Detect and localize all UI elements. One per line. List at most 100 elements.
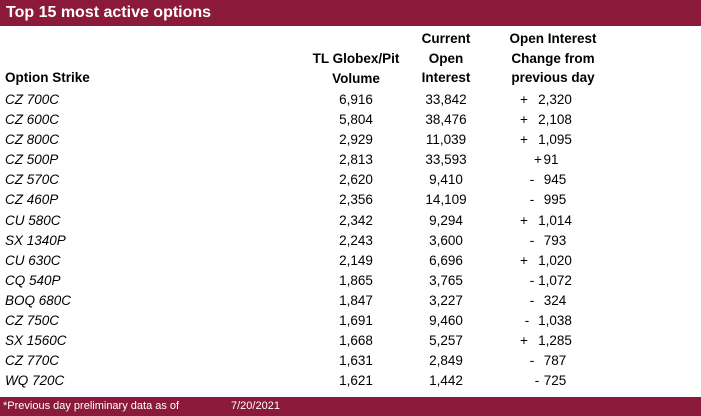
open-interest-cell: 3,227 — [429, 292, 463, 308]
header-volume-line-2: Volume — [332, 70, 380, 86]
table-row: WQ 720C 1,621 1,442 - 725 — [0, 371, 701, 391]
footer-note: *Previous day preliminary data as of — [3, 400, 180, 412]
option-strike-cell: SX 1340P — [5, 232, 66, 248]
change-sign: - — [529, 192, 535, 208]
table-title: Top 15 most active options — [0, 0, 701, 26]
header-oi-line-2: Open — [428, 50, 464, 66]
volume-cell: 1,865 — [339, 272, 373, 288]
volume-cell: 2,149 — [339, 252, 373, 268]
volume-cell: 2,813 — [339, 152, 373, 168]
change-cell: 793 — [543, 232, 567, 248]
change-cell: 2,108 — [538, 112, 572, 128]
change-sign: - — [534, 373, 540, 389]
change-sign: + — [520, 112, 528, 128]
table-row: CU 580C 2,342 9,294 + 1,014 — [0, 211, 701, 231]
change-sign: - — [529, 353, 535, 369]
table-row: BOQ 680C 1,847 3,227 - 324 — [0, 291, 701, 311]
option-strike-cell: WQ 720C — [5, 373, 65, 389]
option-strike-cell: CZ 800C — [5, 132, 60, 148]
change-sign: + — [520, 252, 528, 268]
volume-cell: 1,691 — [339, 313, 373, 329]
change-cell: 1,014 — [538, 212, 572, 228]
open-interest-cell: 9,410 — [429, 172, 463, 188]
open-interest-cell: 33,842 — [425, 92, 467, 107]
options-table-body: CZ 700C 6,916 33,842 + 2,320 CZ 600C 5,8… — [0, 90, 701, 391]
volume-cell: 1,631 — [339, 353, 373, 369]
option-strike-cell: BOQ 680C — [5, 292, 72, 308]
volume-cell: 1,621 — [339, 373, 373, 389]
change-sign: + — [534, 152, 542, 168]
open-interest-cell: 11,039 — [425, 132, 467, 148]
table-row: CU 630C 2,149 6,696 + 1,020 — [0, 251, 701, 271]
open-interest-cell: 14,109 — [425, 192, 467, 208]
open-interest-cell: 1,442 — [429, 373, 463, 389]
change-cell: 1,072 — [538, 272, 572, 288]
change-cell: 91 — [543, 152, 559, 168]
volume-cell: 6,916 — [339, 92, 373, 107]
change-cell: 995 — [543, 192, 567, 208]
option-strike-cell: CZ 750C — [5, 313, 60, 329]
header-option-strike: Option Strike — [5, 68, 90, 88]
footer-date: 7/20/2021 — [231, 400, 280, 412]
table-row: CZ 700C 6,916 33,842 + 2,320 — [0, 90, 701, 110]
option-strike-cell: CQ 540P — [5, 272, 61, 288]
table-row: SX 1340P 2,243 3,600 - 793 — [0, 231, 701, 251]
change-sign: - — [529, 172, 535, 188]
table-row: CZ 460P 2,356 14,109 - 995 — [0, 190, 701, 210]
change-cell: 945 — [543, 172, 567, 188]
change-sign: - — [524, 313, 530, 329]
change-cell: 1,038 — [538, 313, 572, 329]
open-interest-cell: 2,849 — [429, 353, 463, 369]
change-cell: 1,285 — [538, 333, 572, 349]
option-strike-cell: CZ 700C — [5, 92, 60, 107]
option-strike-cell: CZ 600C — [5, 112, 60, 128]
change-sign: + — [520, 333, 528, 349]
header-oi-change: Open Interest Change from previous day — [483, 29, 623, 88]
volume-cell: 2,342 — [339, 212, 373, 228]
open-interest-cell: 9,294 — [429, 212, 463, 228]
header-volume: TL Globex/Pit Volume — [300, 49, 412, 88]
open-interest-cell: 9,460 — [429, 313, 463, 329]
option-strike-cell: CU 580C — [5, 212, 61, 228]
table-row: CZ 500P 2,813 33,593 + 91 — [0, 150, 701, 170]
change-cell: 1,020 — [538, 252, 572, 268]
table-row: CZ 600C 5,804 38,476 + 2,108 — [0, 110, 701, 130]
option-strike-cell: CZ 500P — [5, 152, 59, 168]
footer-bar: *Previous day preliminary data as of 7/2… — [0, 397, 701, 416]
change-sign: - — [529, 292, 535, 308]
header-option-strike-label: Option Strike — [5, 70, 90, 85]
table-row: SX 1560C 1,668 5,257 + 1,285 — [0, 331, 701, 351]
change-cell: 2,320 — [538, 92, 572, 107]
open-interest-cell: 5,257 — [429, 333, 463, 349]
volume-cell: 1,847 — [339, 292, 373, 308]
option-strike-cell: CZ 770C — [5, 353, 60, 369]
change-sign: + — [520, 212, 528, 228]
table-row: CZ 570C 2,620 9,410 - 945 — [0, 170, 701, 190]
volume-cell: 2,929 — [339, 132, 373, 148]
header-chg-line-1: Open Interest — [509, 31, 597, 46]
table-row: CQ 540P 1,865 3,765 - 1,072 — [0, 271, 701, 291]
change-cell: 787 — [543, 353, 567, 369]
change-sign: - — [529, 272, 535, 288]
open-interest-cell: 33,593 — [425, 152, 467, 168]
header-chg-line-2: Change from — [511, 50, 595, 66]
volume-cell: 2,243 — [339, 232, 373, 248]
open-interest-cell: 38,476 — [425, 112, 467, 128]
open-interest-cell: 6,696 — [429, 252, 463, 268]
volume-cell: 1,668 — [339, 333, 373, 349]
open-interest-cell: 3,765 — [429, 272, 463, 288]
header-oi-line-3: Interest — [421, 70, 471, 85]
change-cell: 725 — [543, 373, 567, 389]
option-strike-cell: CU 630C — [5, 252, 61, 268]
change-cell: 1,095 — [538, 132, 572, 148]
option-strike-cell: SX 1560C — [5, 333, 67, 349]
change-sign: + — [520, 92, 528, 107]
change-cell: 324 — [543, 292, 567, 308]
table-row: CZ 750C 1,691 9,460 - 1,038 — [0, 311, 701, 331]
open-interest-cell: 3,600 — [429, 232, 463, 248]
volume-cell: 2,356 — [339, 192, 373, 208]
option-strike-cell: CZ 570C — [5, 172, 60, 188]
header-volume-line-1: TL Globex/Pit — [312, 51, 400, 66]
header-oi-line-1: Current — [421, 31, 471, 46]
option-strike-cell: CZ 460P — [5, 192, 59, 208]
